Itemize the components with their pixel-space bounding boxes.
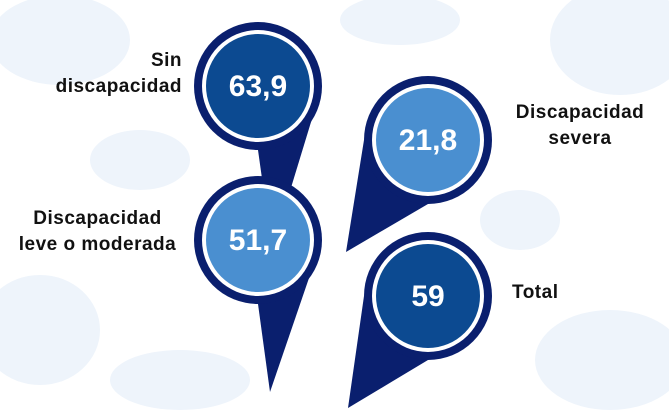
value-disc — [376, 244, 480, 348]
value-label: 21,8 — [399, 124, 457, 157]
item-label: Discapacidad severa — [515, 102, 645, 149]
item-label: Sin discapacidad — [55, 50, 182, 97]
bubble: 51,7 — [194, 176, 322, 392]
item-label: Total — [512, 282, 559, 303]
bubble-tail — [346, 140, 428, 252]
bubble: 59 — [348, 232, 492, 408]
value-disc — [376, 88, 480, 192]
bubble: 63,9 — [194, 22, 322, 250]
value-label: 63,9 — [229, 70, 287, 103]
value-label: 51,7 — [229, 224, 287, 257]
value-label: 59 — [411, 280, 444, 313]
item-label: Discapacidad leve o moderada — [18, 208, 177, 255]
bubble: 21,8 — [346, 76, 492, 252]
value-disc — [206, 188, 310, 292]
value-disc — [206, 34, 310, 138]
bubble-tail — [348, 296, 428, 408]
